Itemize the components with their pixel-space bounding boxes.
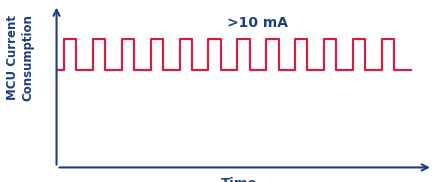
Text: MCU Current
Consumption: MCU Current Consumption <box>6 14 34 101</box>
Text: >10 mA: >10 mA <box>227 16 287 30</box>
Text: Time: Time <box>220 177 257 182</box>
